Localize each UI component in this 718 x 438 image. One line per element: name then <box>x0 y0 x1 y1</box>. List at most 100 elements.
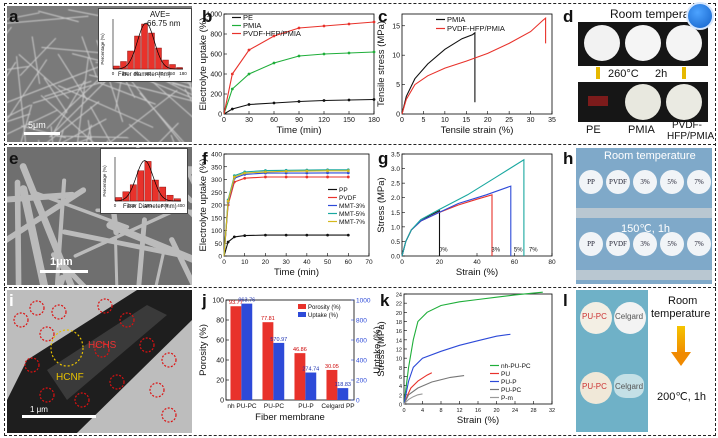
panel-h-title: Room temperature <box>604 150 696 162</box>
disc-pvdf-top <box>666 25 702 61</box>
panel-l-title-1: Room <box>668 295 698 307</box>
fiber-line <box>87 119 93 142</box>
x-axis-label: Strain (%) <box>456 267 498 278</box>
legend-label: PU-P <box>501 379 517 386</box>
y-axis-label: Electrolyte uptake (%) <box>198 18 209 111</box>
inset-e-bar <box>159 186 167 202</box>
x-tick-label: 24 <box>512 408 518 414</box>
uptake-bar <box>241 303 253 400</box>
x-tick-label: 60 <box>270 117 278 124</box>
fiber-line <box>172 82 192 90</box>
x-tick-label: 30 <box>245 117 253 124</box>
panel-i-tag-hchs: HCHS <box>88 340 117 351</box>
inset-a-ylabel: Percentage (%) <box>100 33 105 65</box>
uptake-bar <box>305 372 317 400</box>
y-axis-label: Electrolyte uptake (%) <box>198 159 209 252</box>
panel-i-label: i <box>9 291 14 310</box>
fiber-line <box>44 80 92 97</box>
uptake-value-label: 118.83 <box>335 382 351 388</box>
inset-e-tick: 200 <box>144 203 152 208</box>
disc-pupc-top <box>580 302 612 334</box>
series-line <box>401 16 547 115</box>
y-tick-label: 1.0 <box>391 224 400 231</box>
series-line <box>223 51 375 115</box>
legend-label: P-m <box>501 395 513 402</box>
disc-celgard-top <box>614 302 646 334</box>
x-tick-label: 50 <box>324 259 332 266</box>
uptake-value-label: 570.97 <box>270 337 287 343</box>
chart-k: 0 4 8 12 16 20 24 28 32024681012141618202224Stra… <box>376 291 555 426</box>
fiber-line <box>57 53 88 101</box>
panel-f-label: f <box>202 149 208 168</box>
panel-d-label-pvdf: PVDF- <box>672 120 702 131</box>
fiber-line <box>40 95 94 142</box>
y-tick-label: 200 <box>211 203 222 210</box>
y-tick-label: 100 <box>212 298 224 305</box>
fiber-line <box>81 36 97 77</box>
panel-a-inset-xlabel: Fiber diameter (nm) <box>118 72 171 78</box>
fiber-line <box>7 59 48 121</box>
x-tick-label: 10 <box>441 117 449 124</box>
series-line <box>223 176 349 257</box>
x-tick-label: 40 <box>303 259 311 266</box>
fiber-line <box>50 126 54 142</box>
inset-a-bar <box>141 23 148 70</box>
x-tick-label: 0 <box>400 117 404 124</box>
legend-label: MMT-7% <box>339 219 365 226</box>
panel-a-ave-value: 66.75 nm <box>147 19 181 28</box>
panel-g-label: g <box>378 149 389 168</box>
series-line <box>403 372 433 405</box>
fiber-line <box>19 37 57 77</box>
panel-l-disc-celgard-2: Celgard <box>615 382 644 391</box>
series-line <box>403 375 465 405</box>
data-point <box>247 103 251 106</box>
fiber-line <box>57 85 154 128</box>
magnifier-icon[interactable] <box>686 2 714 30</box>
panel-a-label: a <box>9 7 19 26</box>
x-tick-label: 4 <box>421 408 424 414</box>
uptake-bar <box>337 388 349 400</box>
plot-frame <box>403 293 553 405</box>
chart-j: 0204060801000200400600800100093.77963.76… <box>198 298 382 424</box>
panel-d-label-hfp: HFP/PMIA <box>667 131 715 142</box>
panel-h-disc: 5% <box>660 232 684 256</box>
data-point <box>272 34 276 38</box>
row-divider-1 <box>4 144 716 145</box>
porosity-bar <box>230 306 242 400</box>
y-tick-label: 8 <box>399 366 402 372</box>
data-point <box>297 26 301 30</box>
inset-a-bar <box>155 47 162 70</box>
inset-e-bar <box>137 170 145 202</box>
fiber-line <box>7 65 101 103</box>
series-line <box>403 291 543 405</box>
panel-h-disc: PVDF <box>606 232 630 256</box>
y-tick-label: 0 <box>399 403 402 409</box>
data-point <box>272 61 276 65</box>
x-axis-label: Tensile strain (%) <box>441 125 514 136</box>
data-point <box>284 169 288 173</box>
data-point <box>284 233 288 237</box>
series-line <box>223 169 349 257</box>
plot-frame <box>401 13 553 115</box>
inset-e-bar <box>122 191 130 202</box>
y-tick-label: 0 <box>218 112 222 119</box>
panel-h-photo: PP PVDF 3% 5% 7% PP PVDF 3% 5% 7% <box>576 148 712 284</box>
panel-h-disc: 5% <box>660 170 684 194</box>
legend-label: Uptake (%) <box>308 313 338 319</box>
x-tick-label: 60 <box>511 259 519 266</box>
fiber-line <box>38 10 79 23</box>
series-line <box>403 393 423 405</box>
legend-label: PU-PC <box>501 387 522 394</box>
arrow-head-icon <box>671 352 691 366</box>
y-tick-label: 5 <box>396 82 400 89</box>
data-point <box>264 233 267 237</box>
fiber-line <box>32 190 130 229</box>
data-point <box>326 171 329 175</box>
panel-h-ruler-bottom <box>576 270 712 280</box>
legend-label: PMIA <box>447 15 465 24</box>
panel-e-inset-xlabel: Fiber Diameter (nm) <box>123 204 177 210</box>
y-tick-label: 20 <box>216 378 224 385</box>
legend-label: PVDF-HFP/PMIA <box>447 24 505 33</box>
particle-circle <box>29 300 45 316</box>
data-point <box>326 233 329 237</box>
